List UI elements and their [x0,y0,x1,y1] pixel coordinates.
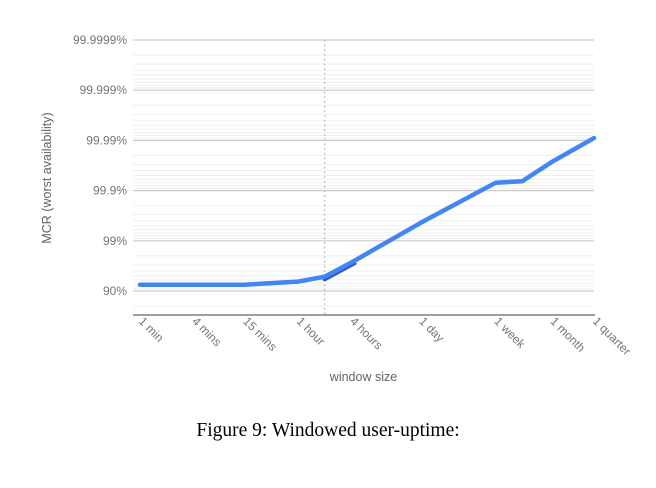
x-tick-label: 4 hours [347,314,385,352]
x-tick-label: 4 mins [189,314,224,349]
x-tick-label: 1 min [136,314,167,345]
y-axis-title: MCR (worst availability) [40,112,54,243]
x-tick-label: 1 week [491,314,528,351]
y-tick-label: 99.999% [80,83,128,97]
figure-caption: Figure 9: Windowed user-uptime: [196,420,460,441]
x-axis-title: window size [329,370,397,384]
x-tick-label: 1 quarter [590,314,634,358]
y-tick-label: 99.99% [86,133,127,147]
uptime-chart: 99.9999% 99.999% 99.99% 99.9% 99% 90% 1 min 4 m… [40,33,634,384]
y-tick-label: 99% [103,234,127,248]
x-tick-label: 1 hour [294,314,328,348]
x-tick-label: 15 mins [240,314,280,354]
x-tick-label: 1 day [416,314,447,345]
x-tick-label: 1 month [547,314,588,355]
y-tick-label: 99.9999% [73,33,127,47]
series-line [137,135,597,287]
y-tick-label: 90% [103,284,127,298]
y-tick-label: 99.9% [93,184,127,198]
